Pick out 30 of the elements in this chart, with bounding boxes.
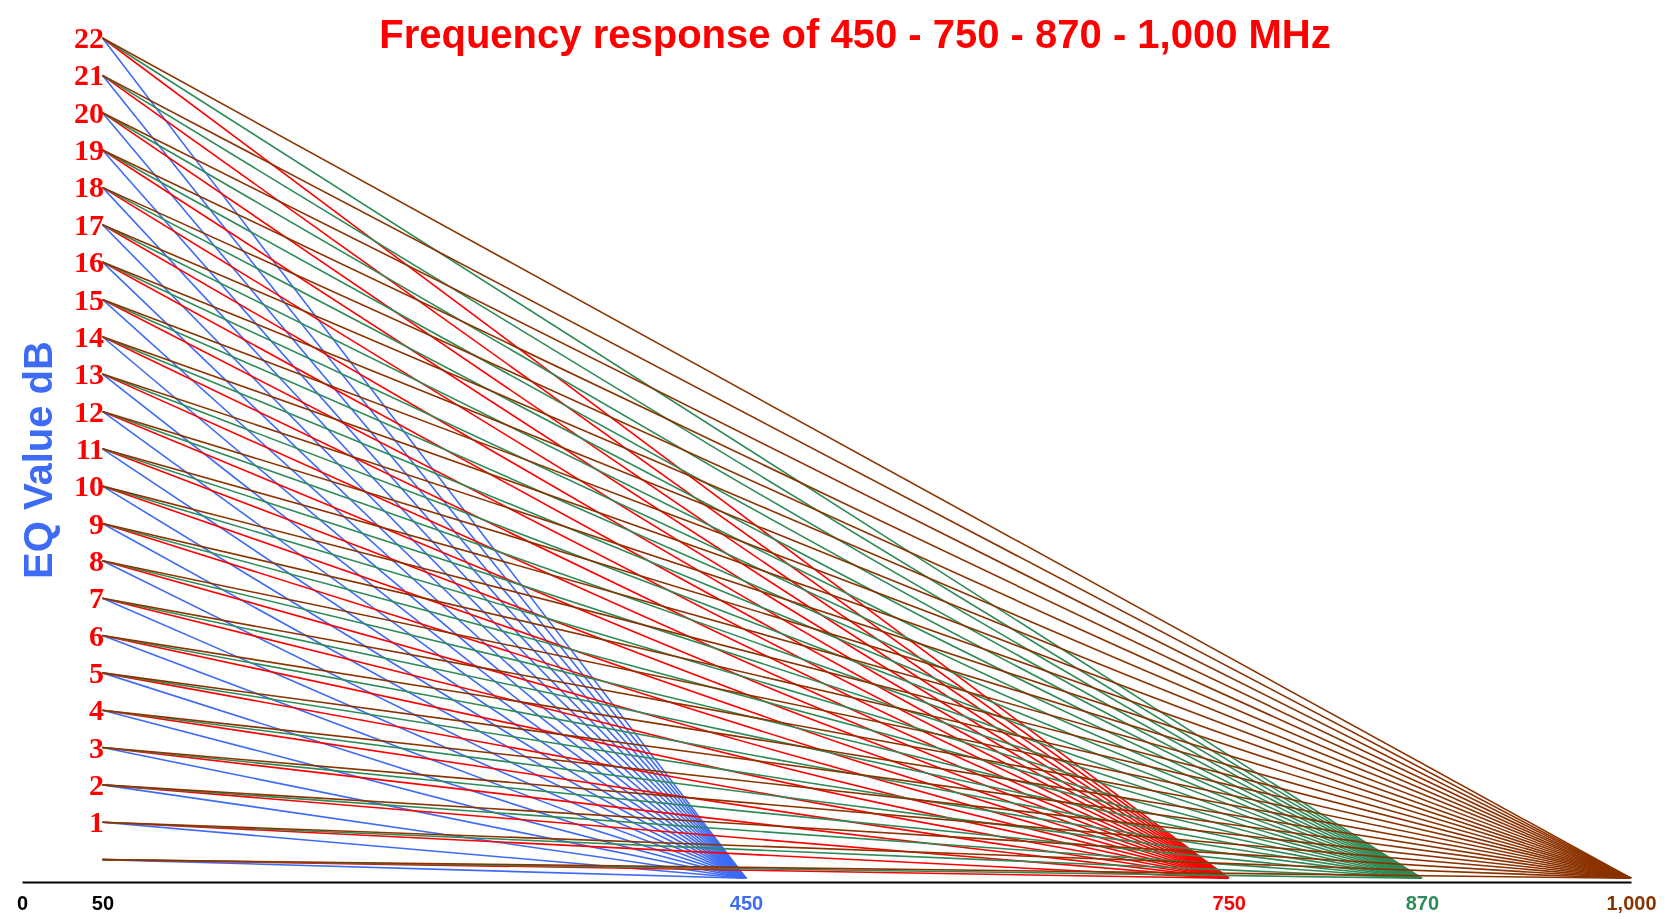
y-tick-label: 15 — [74, 282, 104, 316]
y-tick-label: 1 — [89, 805, 104, 839]
chart-title: Frequency response of 450 - 750 - 870 - 1,000 MHz — [379, 12, 1331, 56]
y-tick-label: 21 — [74, 58, 104, 92]
x-tick-label: 870 — [1405, 892, 1440, 915]
y-tick-label: 4 — [89, 693, 104, 727]
y-tick-label: 8 — [89, 543, 104, 577]
y-axis-title: EQ Value dB — [16, 341, 60, 579]
y-tick-label: 18 — [74, 170, 104, 204]
y-tick-label: 14 — [74, 319, 104, 353]
y-tick-label: 17 — [74, 207, 104, 241]
y-tick-label: 22 — [74, 21, 104, 55]
y-tick-label: 3 — [89, 730, 104, 764]
y-tick-label: 20 — [74, 95, 104, 129]
x-tick-label: 450 — [729, 892, 764, 915]
y-tick-label: 10 — [74, 469, 104, 503]
y-tick-label: 11 — [75, 431, 104, 465]
y-tick-label: 19 — [74, 133, 104, 167]
y-tick-label: 6 — [89, 618, 104, 652]
x-tick-label: 750 — [1212, 892, 1246, 915]
x-tick-label: 0 — [16, 892, 29, 915]
y-tick-label: 7 — [89, 581, 104, 615]
y-tick-label: 9 — [89, 506, 104, 540]
x-tick-label: 1,000 — [1606, 892, 1657, 915]
y-tick-label: 5 — [89, 655, 104, 689]
x-tick-label: 50 — [91, 892, 115, 915]
y-tick-label: 13 — [74, 357, 104, 391]
y-tick-label: 2 — [89, 768, 104, 801]
y-tick-label: 12 — [74, 394, 104, 428]
y-tick-label: 16 — [74, 245, 104, 279]
